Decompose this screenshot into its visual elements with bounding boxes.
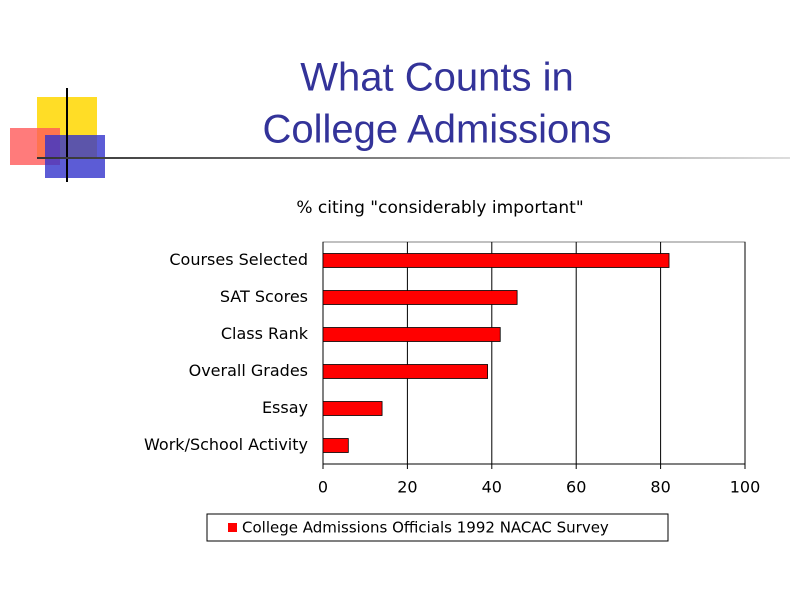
deco-hline <box>37 157 790 159</box>
legend <box>206 513 669 542</box>
slide-title: College Admissions <box>262 108 611 152</box>
bar <box>322 364 488 379</box>
legend-swatch <box>228 523 237 532</box>
y-tick-label: SAT Scores <box>220 287 308 306</box>
x-tick-label: 20 <box>397 478 417 497</box>
bar <box>322 327 501 342</box>
chart-title: % citing "considerably important" <box>296 198 583 218</box>
plot-area <box>322 241 746 465</box>
y-tick-label: Class Rank <box>221 324 309 343</box>
y-tick-label: Courses Selected <box>169 250 308 269</box>
legend-label: College Admissions Officials 1992 NACAC … <box>242 519 609 537</box>
x-tick-label: 0 <box>318 478 328 497</box>
bar <box>322 401 383 416</box>
bar <box>322 438 349 453</box>
deco-blue <box>45 135 105 178</box>
bar <box>322 290 518 305</box>
x-tick-label: 40 <box>482 478 502 497</box>
y-tick-label: Essay <box>262 398 308 417</box>
bar <box>322 253 670 268</box>
x-tick-label: 60 <box>566 478 586 497</box>
x-tick-label: 100 <box>730 478 761 497</box>
slide-title: What Counts in <box>300 56 573 100</box>
y-tick-label: Work/School Activity <box>144 435 308 454</box>
y-tick-label: Overall Grades <box>189 361 308 380</box>
x-tick-label: 80 <box>650 478 670 497</box>
